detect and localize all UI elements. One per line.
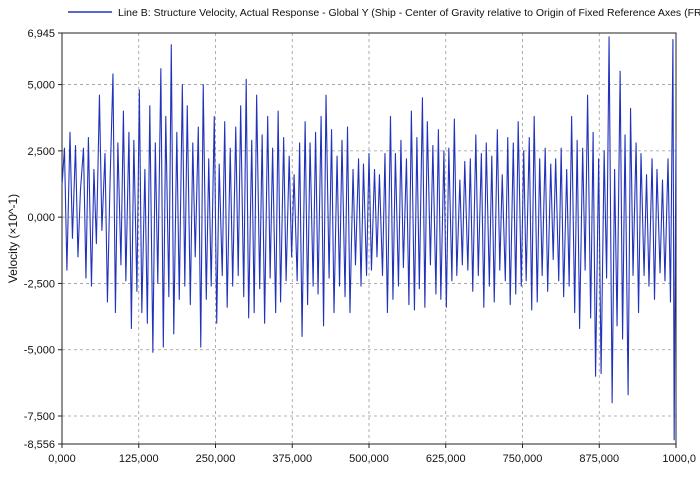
x-tick-label: 875,000 — [579, 453, 619, 465]
y-tick-label: -8,556 — [24, 439, 55, 451]
y-tick-label: -7,500 — [24, 411, 55, 423]
y-tick-label: -5,000 — [24, 345, 55, 357]
x-tick-label: 750,000 — [503, 453, 543, 465]
x-tick-label: 250,000 — [196, 453, 236, 465]
x-tick-label: 1000,0 — [662, 453, 696, 465]
series-layer — [61, 36, 677, 441]
x-tick-label: 0,000 — [48, 453, 76, 465]
x-tick-label: 500,000 — [349, 453, 389, 465]
x-tick-label: 625,000 — [426, 453, 466, 465]
x-axis-ticks: 0,000 125,000 250,000 375,000 500,000 625,000… — [48, 444, 696, 465]
y-tick-label: 5,000 — [27, 80, 55, 92]
y-tick-label: 0,000 — [27, 212, 55, 224]
y-tick-label: -2,500 — [24, 278, 55, 290]
y-tick-label: 2,500 — [27, 146, 55, 158]
x-tick-label: 375,000 — [272, 453, 312, 465]
y-axis-ticks: 6,945 5,000 2,500 0,000 -2,500 -5,000 -7,500 -8… — [24, 28, 62, 451]
series-line — [61, 36, 677, 441]
legend-label: Line B: Structure Velocity, Actual Respo… — [118, 7, 700, 19]
y-tick-label: 6,945 — [27, 28, 55, 40]
y-axis-label: Velocity (×10^-1) — [6, 194, 20, 283]
legend[interactable]: Line B: Structure Velocity, Actual Respo… — [68, 7, 700, 19]
x-tick-label: 125,000 — [119, 453, 159, 465]
